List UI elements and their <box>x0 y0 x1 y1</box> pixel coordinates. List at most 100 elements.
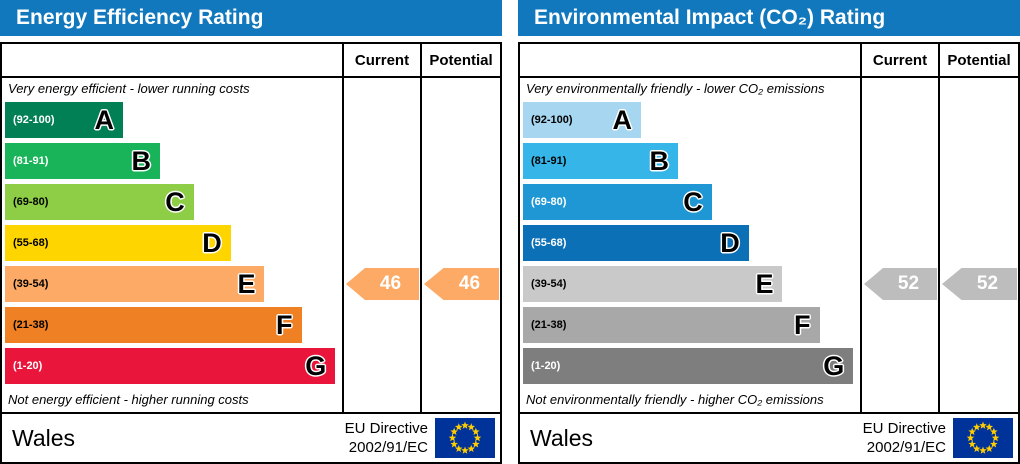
band-row-e: (39-54) E <box>5 266 342 303</box>
band-bar: (55-68) D <box>5 225 231 262</box>
band-row-d: (55-68) D <box>523 225 860 262</box>
band-row-c: (69-80) C <box>523 184 860 221</box>
band-row-c: (69-80) C <box>5 184 342 221</box>
environmental-panel-header: Environmental Impact (CO₂) Rating <box>518 0 1020 36</box>
band-range-label: (21-38) <box>531 319 567 332</box>
potential-rating-cell: 52 <box>938 78 1018 412</box>
band-range-label: (1-20) <box>531 360 561 373</box>
band-range-label: (92-100) <box>531 114 573 127</box>
band-range-label: (81-91) <box>13 155 49 168</box>
potential-rating-cell: 46 <box>420 78 500 412</box>
band-letter: D <box>720 227 740 258</box>
band-bar: (21-38) F <box>523 307 820 344</box>
band-range-label: (55-68) <box>13 237 49 250</box>
band-list: (92-100) A (81-91) B (69 <box>520 100 860 385</box>
energy-rating-chart: Current Potential Very energy efficient … <box>0 42 502 464</box>
band-list: (92-100) A (81-91) B (69 <box>2 100 342 385</box>
eu-directive-label: EU Directive 2002/91/EC <box>863 419 953 458</box>
band-range-label: (69-80) <box>13 196 49 209</box>
energy-panel-header: Energy Efficiency Rating <box>0 0 502 36</box>
band-bar: (92-100) A <box>523 102 641 139</box>
current-rating-cell: 46 <box>342 78 420 412</box>
band-range-label: (69-80) <box>531 196 567 209</box>
band-bar: (21-38) F <box>5 307 302 344</box>
band-range-label: (39-54) <box>13 278 49 291</box>
band-letter: A <box>94 104 114 135</box>
band-bar: (92-100) A <box>5 102 123 139</box>
potential-rating-value: 46 <box>458 273 481 294</box>
chart-footer: Wales EU Directive 2002/91/EC <box>2 412 500 462</box>
band-range-label: (55-68) <box>531 237 567 250</box>
band-bar: (1-20) G <box>5 348 336 385</box>
band-scale: Very environmentally friendly - lower CO… <box>520 78 860 412</box>
band-letter: A <box>612 104 632 135</box>
band-row-d: (55-68) D <box>5 225 342 262</box>
band-scale: Very energy efficient - lower running co… <box>2 78 342 412</box>
band-letter: E <box>237 268 256 299</box>
chart-body: Very environmentally friendly - lower CO… <box>520 78 1018 412</box>
band-letter: D <box>202 227 222 258</box>
band-row-a: (92-100) A <box>523 102 860 139</box>
band-row-f: (21-38) F <box>523 307 860 344</box>
band-letter: G <box>305 350 327 381</box>
region-label: Wales <box>12 424 76 451</box>
band-letter: E <box>755 268 774 299</box>
band-bar: (39-54) E <box>523 266 783 303</box>
chart-body: Very energy efficient - lower running co… <box>2 78 500 412</box>
eu-flag-icon <box>953 418 1013 458</box>
current-rating-cell: 52 <box>860 78 938 412</box>
band-row-g: (1-20) G <box>5 348 342 385</box>
column-header-row: Current Potential <box>2 44 500 78</box>
header-spacer <box>520 44 860 76</box>
environmental-impact-panel: Environmental Impact (CO₂) Rating Curren… <box>518 0 1020 464</box>
panel-title: Energy Efficiency Rating <box>16 6 264 29</box>
band-bar: (81-91) B <box>523 143 679 180</box>
eu-directive-line1: EU Directive <box>344 419 428 437</box>
chart-footer: Wales EU Directive 2002/91/EC <box>520 412 1018 462</box>
band-letter: B <box>649 145 670 176</box>
band-range-label: (1-20) <box>13 360 43 373</box>
band-bar: (1-20) G <box>523 348 854 385</box>
band-bar: (81-91) B <box>5 143 161 180</box>
potential-column-header: Potential <box>420 44 500 76</box>
current-rating-value: 46 <box>379 273 402 294</box>
bottom-note: Not environmentally friendly - higher CO… <box>526 391 824 407</box>
band-letter: F <box>276 309 293 340</box>
band-row-a: (92-100) A <box>5 102 342 139</box>
current-rating-arrow: 46 <box>346 268 419 300</box>
top-note: Very environmentally friendly - lower CO… <box>526 81 825 96</box>
energy-efficiency-panel: Energy Efficiency Rating Current Potenti… <box>0 0 502 464</box>
column-header-row: Current Potential <box>520 44 1018 78</box>
band-letter: C <box>683 186 703 217</box>
band-bar: (55-68) D <box>523 225 749 262</box>
band-row-b: (81-91) B <box>523 143 860 180</box>
region-label: Wales <box>530 424 594 451</box>
band-range-label: (92-100) <box>13 114 55 127</box>
band-row-b: (81-91) B <box>5 143 342 180</box>
band-range-label: (39-54) <box>531 278 567 291</box>
top-note: Very energy efficient - lower running co… <box>8 81 250 96</box>
potential-rating-arrow: 52 <box>942 268 1017 300</box>
eu-directive-line1: EU Directive <box>862 419 946 437</box>
eu-directive-line2: 2002/91/EC <box>866 439 946 456</box>
band-range-label: (81-91) <box>531 155 567 168</box>
bottom-note: Not energy efficient - higher running co… <box>8 391 249 407</box>
band-bar: (39-54) E <box>5 266 265 303</box>
band-letter: C <box>165 186 185 217</box>
band-row-e: (39-54) E <box>523 266 860 303</box>
band-letter: F <box>794 309 811 340</box>
band-row-f: (21-38) F <box>5 307 342 344</box>
current-column-header: Current <box>342 44 420 76</box>
current-rating-value: 52 <box>897 273 920 294</box>
potential-column-header: Potential <box>938 44 1018 76</box>
band-bar: (69-80) C <box>523 184 712 221</box>
panel-title: Environmental Impact (CO₂) Rating <box>534 6 886 29</box>
band-letter: G <box>823 350 845 381</box>
eu-directive-line2: 2002/91/EC <box>348 439 428 456</box>
band-range-label: (21-38) <box>13 319 49 332</box>
potential-rating-arrow: 46 <box>424 268 499 300</box>
header-spacer <box>2 44 342 76</box>
band-bar: (69-80) C <box>5 184 194 221</box>
potential-rating-value: 52 <box>976 273 999 294</box>
